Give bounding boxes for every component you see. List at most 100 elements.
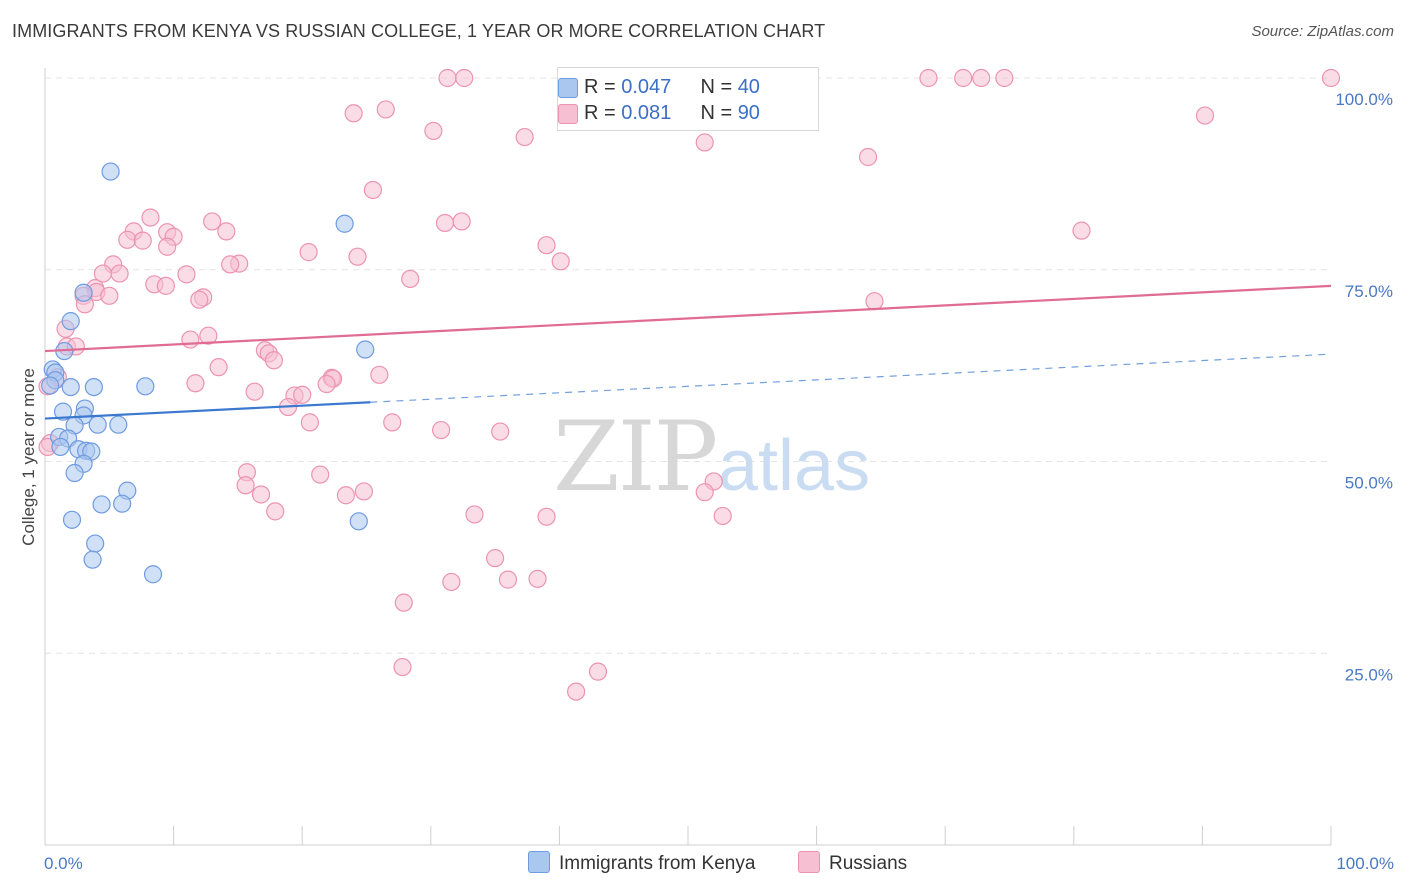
russians-point bbox=[1321, 68, 1341, 88]
kenya-point bbox=[136, 377, 155, 396]
russians-point bbox=[995, 68, 1014, 88]
y-tick-label-75: 75.0% bbox=[1345, 282, 1393, 301]
y-tick-label-25: 25.0% bbox=[1345, 665, 1393, 684]
russians-point bbox=[442, 572, 461, 592]
russians-point bbox=[455, 68, 474, 88]
kenya-point bbox=[356, 340, 375, 359]
russians-point bbox=[695, 133, 714, 152]
kenya-point bbox=[349, 512, 368, 531]
russians-point bbox=[299, 243, 318, 262]
russians-point bbox=[695, 483, 714, 502]
russians-point bbox=[363, 180, 383, 200]
russians-point bbox=[110, 264, 129, 283]
russians-point bbox=[370, 365, 389, 384]
kenya-point bbox=[113, 494, 132, 513]
russians-point bbox=[348, 247, 367, 266]
kenya-legend-label: Immigrants from Kenya bbox=[559, 853, 756, 874]
russians-point bbox=[118, 230, 137, 249]
kenya-point bbox=[61, 378, 80, 397]
kenya-point bbox=[109, 415, 128, 434]
russians-point bbox=[221, 255, 240, 274]
grid-lines bbox=[45, 77, 1331, 654]
russians-point bbox=[588, 662, 608, 681]
russians-point bbox=[865, 292, 884, 311]
russians-r-value: 0.081 bbox=[621, 102, 672, 124]
russians-point bbox=[424, 121, 443, 141]
x-tick-label-max: 100.0% bbox=[1336, 854, 1394, 873]
russians-point bbox=[203, 212, 222, 231]
kenya-point bbox=[88, 415, 107, 434]
russians-point bbox=[317, 374, 336, 394]
russians-point bbox=[465, 505, 484, 524]
kenya-point bbox=[51, 437, 70, 457]
russians-point bbox=[177, 265, 196, 284]
kenya-point bbox=[92, 495, 111, 514]
russians-point bbox=[491, 422, 510, 441]
russians-point bbox=[537, 507, 556, 526]
russians-points bbox=[38, 68, 1341, 701]
russians-point bbox=[266, 502, 285, 521]
kenya-point bbox=[84, 378, 103, 397]
kenya-legend-swatch bbox=[528, 851, 550, 873]
russians-point bbox=[190, 290, 209, 309]
russians-point bbox=[528, 569, 547, 588]
legend-row-russians: R = 0.081 N = 90 bbox=[558, 102, 760, 125]
kenya-r-label: R = bbox=[584, 76, 622, 98]
russians-r-label: R = bbox=[584, 102, 622, 124]
y-tick-label-100: 100.0% bbox=[1335, 90, 1393, 109]
russians-point bbox=[245, 382, 264, 401]
watermark: ZIP atlas bbox=[553, 401, 870, 513]
russians-point bbox=[394, 593, 413, 612]
russians-point bbox=[401, 269, 420, 289]
kenya-point bbox=[74, 283, 93, 302]
russians-n-value: 90 bbox=[737, 102, 760, 124]
russians-point bbox=[100, 286, 119, 305]
chart-title: IMMIGRANTS FROM KENYA VS RUSSIAN COLLEGE… bbox=[12, 21, 826, 41]
russians-point bbox=[551, 252, 570, 271]
russians-legend-label: Russians bbox=[829, 853, 908, 874]
kenya-trend-line bbox=[44, 401, 371, 420]
russians-point bbox=[199, 326, 218, 345]
russians-point bbox=[498, 570, 518, 589]
kenya-point bbox=[335, 214, 354, 233]
kenya-n-value: 40 bbox=[737, 76, 760, 98]
kenya-trend-extension bbox=[370, 353, 1332, 403]
kenya-r-value: 0.047 bbox=[621, 76, 672, 98]
legend-row-kenya: R = 0.047 N = 40 bbox=[558, 76, 760, 99]
russians-point bbox=[209, 358, 228, 377]
russians-point bbox=[293, 385, 312, 404]
russians-point bbox=[954, 68, 973, 88]
russians-point bbox=[158, 237, 177, 256]
russians-point bbox=[133, 231, 152, 250]
watermark-atlas: atlas bbox=[718, 426, 870, 506]
kenya-swatch bbox=[558, 78, 578, 98]
russians-point bbox=[1195, 106, 1215, 125]
y-axis-label: College, 1 year or more bbox=[19, 368, 38, 546]
russians-point bbox=[435, 213, 455, 233]
russians-point bbox=[858, 147, 878, 167]
russians-point bbox=[393, 657, 412, 677]
series-legend-russians: Russians bbox=[798, 851, 907, 875]
russians-point bbox=[376, 100, 395, 119]
russians-point bbox=[264, 351, 284, 370]
russians-point bbox=[251, 485, 271, 504]
kenya-n-label: N = bbox=[700, 76, 738, 98]
russians-n-label: N = bbox=[700, 102, 738, 124]
correlation-legend: R = 0.047 N = 40 R = 0.081 N = 90 bbox=[557, 67, 819, 131]
y-tick-labels: 25.0% 50.0% 75.0% 100.0% bbox=[1335, 90, 1393, 684]
kenya-points bbox=[41, 162, 375, 584]
russians-point bbox=[972, 68, 991, 88]
kenya-point bbox=[65, 463, 84, 483]
watermark-zip: ZIP bbox=[553, 401, 716, 513]
russians-point bbox=[141, 208, 160, 227]
russians-point bbox=[452, 212, 471, 231]
russians-point bbox=[300, 413, 320, 432]
russians-point bbox=[919, 68, 938, 88]
kenya-point bbox=[101, 162, 120, 181]
y-tick-label-50: 50.0% bbox=[1345, 474, 1393, 493]
x-ticks bbox=[44, 826, 1332, 845]
russians-point bbox=[181, 330, 200, 349]
kenya-point bbox=[41, 376, 60, 395]
russians-point bbox=[383, 413, 402, 432]
